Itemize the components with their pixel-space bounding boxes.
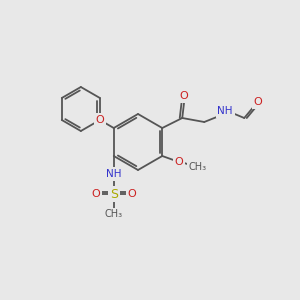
Text: CH₃: CH₃ xyxy=(105,209,123,219)
Text: O: O xyxy=(180,91,189,101)
Text: NH: NH xyxy=(218,106,233,116)
Text: O: O xyxy=(254,97,262,107)
Text: NH: NH xyxy=(106,169,122,179)
Text: O: O xyxy=(95,115,104,125)
Text: O: O xyxy=(175,157,184,167)
Text: O: O xyxy=(128,189,136,199)
Text: S: S xyxy=(110,188,118,200)
Text: CH₃: CH₃ xyxy=(188,162,206,172)
Text: O: O xyxy=(92,189,100,199)
